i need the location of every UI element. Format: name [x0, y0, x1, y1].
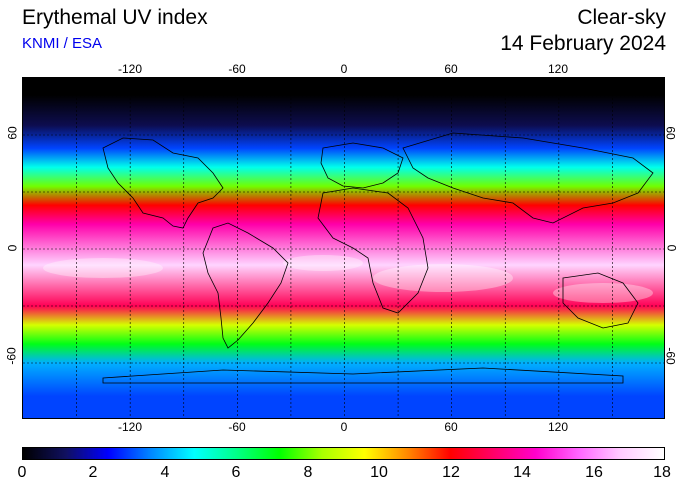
colorbar-label: 14 — [513, 464, 531, 481]
lon-tick-top: 0 — [340, 62, 348, 76]
lon-tick-bottom: 0 — [340, 420, 348, 434]
lat-tick-right: 0 — [664, 244, 679, 252]
uv-band-field — [23, 78, 664, 418]
australia-coast — [562, 272, 639, 329]
lon-tick-top: -60 — [228, 62, 246, 76]
colorbar-label: 16 — [585, 464, 603, 481]
colorbar-label: 10 — [370, 464, 388, 481]
colorbar-label: 2 — [88, 464, 98, 481]
lon-tick-bottom: 120 — [547, 420, 569, 434]
lon-tick-top: 120 — [547, 62, 569, 76]
coastlines — [102, 132, 654, 384]
colorbar-label: 4 — [160, 464, 170, 481]
colorbar-label: 0 — [17, 464, 27, 481]
map-canvas — [23, 78, 664, 418]
colorbar-label: 18 — [653, 464, 671, 481]
lon-tick-bottom: -120 — [117, 420, 143, 434]
lon-tick-top: 60 — [444, 62, 458, 76]
map-title: Erythemal UV index — [22, 6, 208, 29]
lat-tick-left: 60 — [5, 126, 20, 140]
lat-tick-left: -60 — [4, 347, 19, 365]
colorbar-label: 6 — [231, 464, 241, 481]
gridlines — [23, 78, 664, 418]
uv-index-map — [22, 77, 665, 419]
tropical-highlights — [43, 255, 653, 303]
south-america-coast — [202, 222, 289, 349]
uv-colorbar — [22, 447, 665, 460]
credit-label: KNMI / ESA — [22, 35, 103, 52]
europe-coast — [320, 142, 404, 189]
colorbar-label: 8 — [303, 464, 313, 481]
north-america-coast — [102, 137, 224, 229]
asia-coast — [402, 132, 654, 224]
colorbar-label: 12 — [442, 464, 460, 481]
lon-tick-bottom: -60 — [228, 420, 246, 434]
date-label: 14 February 2024 — [500, 32, 666, 55]
lat-tick-right: 60 — [663, 126, 678, 140]
lon-tick-bottom: 60 — [444, 420, 458, 434]
lon-tick-top: -120 — [117, 62, 143, 76]
condition-label: Clear-sky — [577, 6, 666, 29]
lat-tick-left: 0 — [5, 244, 20, 252]
lat-tick-right: -60 — [663, 347, 678, 365]
antarctica-coast — [102, 367, 624, 384]
africa-coast — [317, 187, 429, 314]
